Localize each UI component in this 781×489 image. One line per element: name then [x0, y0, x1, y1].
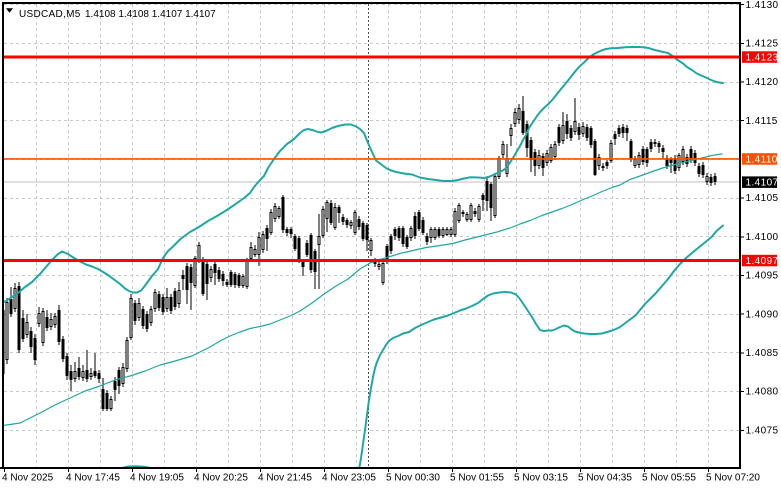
svg-text:1.4120: 1.4120	[746, 77, 779, 88]
svg-text:1.4100: 1.4100	[746, 232, 779, 243]
svg-text:5 Nov 01:55: 5 Nov 01:55	[450, 473, 504, 484]
svg-text:5 Nov 05:55: 5 Nov 05:55	[642, 473, 696, 484]
svg-text:1.4115: 1.4115	[746, 116, 778, 127]
svg-text:4 Nov 19:05: 4 Nov 19:05	[130, 473, 184, 484]
svg-text:4 Nov 21:45: 4 Nov 21:45	[258, 473, 312, 484]
svg-text:1.4125: 1.4125	[746, 39, 779, 50]
svg-text:1.4107: 1.4107	[746, 178, 779, 189]
svg-text:1.4097: 1.4097	[746, 256, 779, 267]
svg-text:1.4105: 1.4105	[746, 193, 779, 204]
svg-text:1.4108 1.4108 1.4107 1.4107: 1.4108 1.4108 1.4107 1.4107	[85, 9, 216, 20]
svg-text:4 Nov 23:05: 4 Nov 23:05	[322, 473, 376, 484]
svg-text:USDCAD,M5: USDCAD,M5	[19, 9, 81, 20]
svg-text:5 Nov 07:20: 5 Nov 07:20	[706, 473, 760, 484]
svg-text:1.4090: 1.4090	[746, 309, 779, 320]
svg-text:5 Nov 04:35: 5 Nov 04:35	[578, 473, 632, 484]
svg-text:5 Nov 00:30: 5 Nov 00:30	[386, 473, 440, 484]
svg-text:4 Nov 2025: 4 Nov 2025	[2, 473, 54, 484]
svg-text:1.4085: 1.4085	[746, 348, 779, 359]
svg-text:1.4110: 1.4110	[746, 155, 778, 166]
svg-text:4 Nov 17:45: 4 Nov 17:45	[66, 473, 120, 484]
svg-text:1.4095: 1.4095	[746, 271, 779, 282]
svg-text:4 Nov 20:25: 4 Nov 20:25	[194, 473, 248, 484]
svg-text:1.4123: 1.4123	[746, 53, 779, 64]
svg-text:1.4080: 1.4080	[746, 387, 779, 398]
svg-text:1.4075: 1.4075	[746, 425, 779, 436]
svg-text:5 Nov 03:15: 5 Nov 03:15	[514, 473, 568, 484]
svg-text:1.4130: 1.4130	[746, 0, 779, 11]
